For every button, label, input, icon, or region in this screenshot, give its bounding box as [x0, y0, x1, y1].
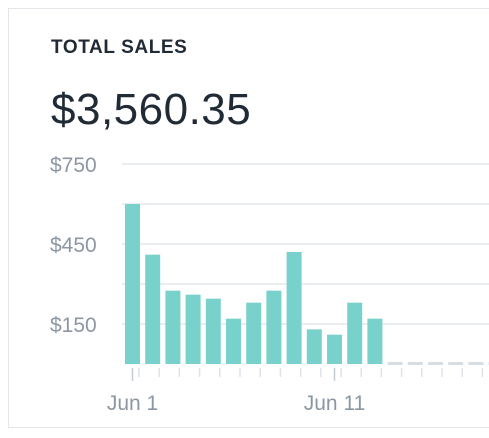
chart-bar — [145, 254, 161, 364]
chart-bar — [407, 362, 423, 365]
chart-bar — [125, 204, 140, 364]
chart-bar — [387, 362, 403, 365]
chart-bar — [448, 362, 464, 365]
chart-bar — [246, 302, 262, 364]
y-tick-label: $750 — [50, 154, 97, 177]
x-tick-label: Jun 11 — [304, 392, 366, 415]
chart-bar — [347, 302, 363, 364]
chart-bar — [286, 252, 302, 364]
chart-bar — [468, 362, 484, 365]
chart-bar — [266, 290, 282, 364]
chart-bar — [327, 334, 342, 364]
chart-bar — [367, 318, 383, 364]
y-tick-label: $150 — [50, 314, 97, 337]
chart-bar — [165, 290, 181, 364]
y-tick-label: $450 — [50, 234, 97, 257]
card-title: TOTAL SALES — [51, 37, 188, 58]
chart-bar — [185, 294, 201, 364]
chart-bar — [226, 318, 241, 364]
chart-bar — [428, 362, 443, 365]
chart-bar — [306, 329, 322, 364]
x-tick-label: Jun 1 — [107, 392, 158, 415]
total-sales-value: $3,560.35 — [51, 85, 252, 134]
chart-bar — [205, 298, 221, 364]
